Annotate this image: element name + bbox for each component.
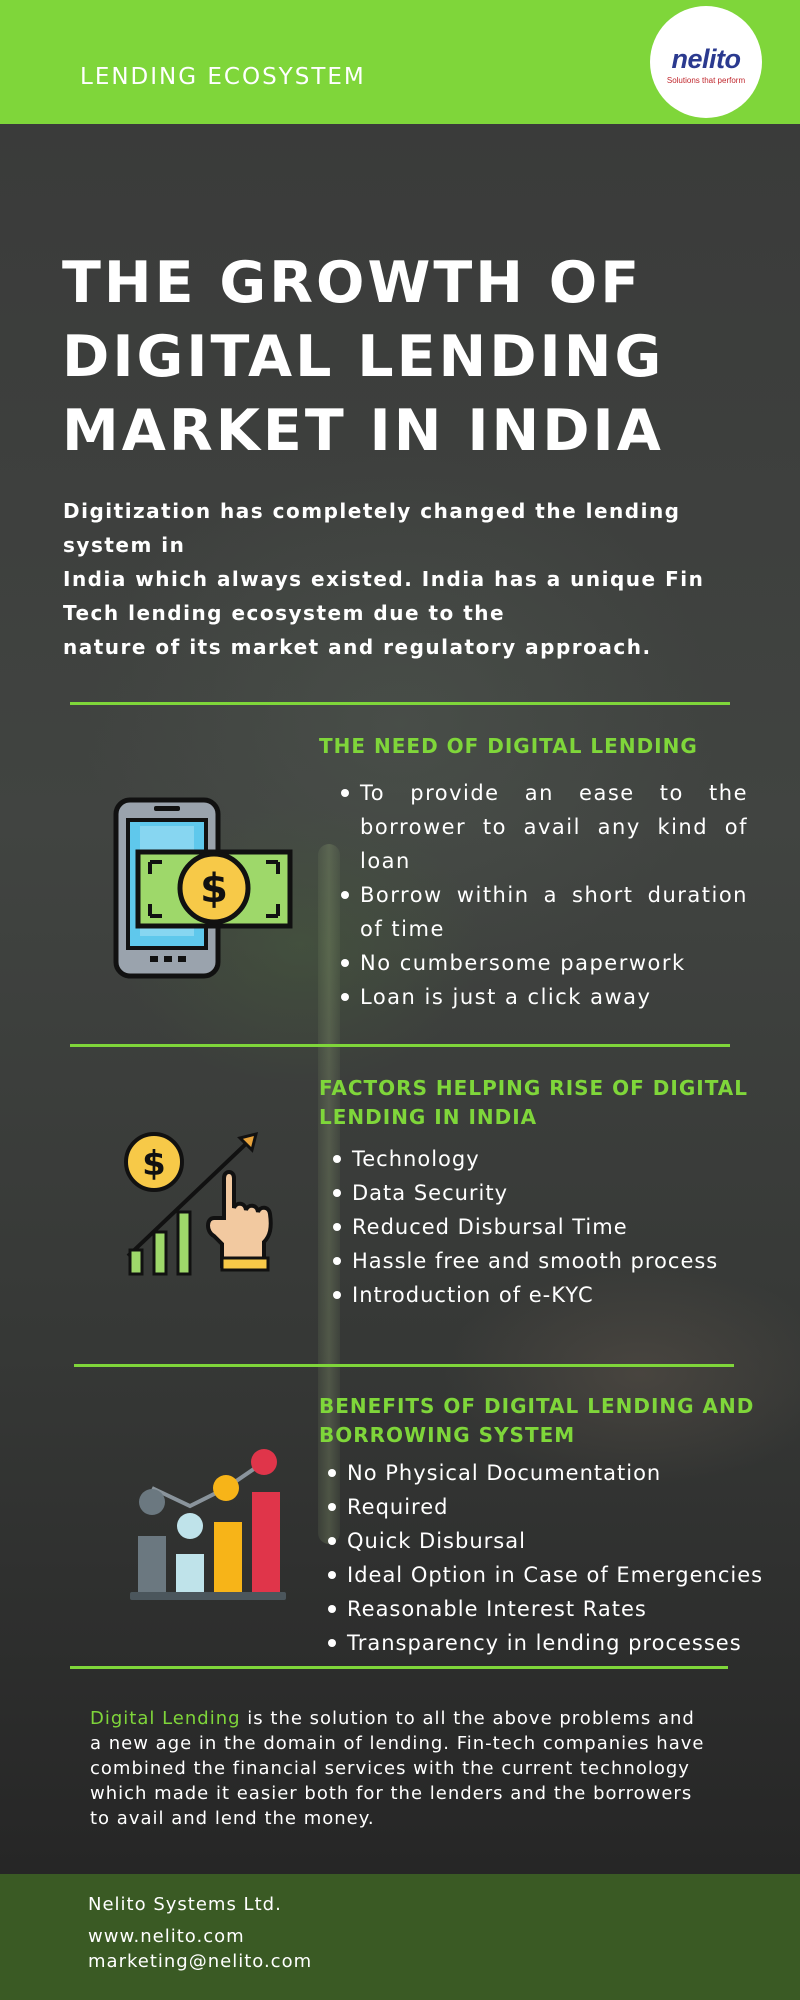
list-item: To provide an ease to the borrower to av… xyxy=(338,776,748,878)
digital-lending-highlight: Digital Lending xyxy=(90,1708,241,1729)
heading-line: BENEFITS OF DIGITAL LENDING AND xyxy=(319,1394,755,1418)
factors-bullet-list: Technology Data Security Reduced Disburs… xyxy=(330,1142,770,1312)
list-item: Required xyxy=(325,1490,775,1524)
section-divider xyxy=(74,1364,734,1367)
intro-line: India which always existed. India has a … xyxy=(63,567,705,591)
list-item: Introduction of e-KYC xyxy=(330,1278,770,1312)
closing-line: combined the financial services with the… xyxy=(90,1758,690,1779)
svg-text:$: $ xyxy=(142,1144,166,1184)
company-name: Nelito Systems Ltd. xyxy=(88,1894,282,1915)
list-item: Loan is just a click away xyxy=(338,980,748,1014)
phone-money-icon: $ xyxy=(113,797,293,979)
logo-wordmark: nelito xyxy=(671,44,742,74)
section-divider xyxy=(70,702,730,705)
closing-text: is the solution to all the above problem… xyxy=(240,1708,695,1729)
list-item: No Physical Documentation xyxy=(325,1456,775,1490)
section-heading-need: THE NEED OF DIGITAL LENDING xyxy=(319,734,698,758)
list-item: Transparency in lending processes xyxy=(325,1626,775,1660)
list-item: Reasonable Interest Rates xyxy=(325,1592,775,1626)
header-bar: LENDING ECOSYSTEM nelito Solutions that … xyxy=(0,0,800,124)
section-divider xyxy=(70,1666,728,1669)
intro-line: Tech lending ecosystem due to the xyxy=(63,601,506,625)
background-photo xyxy=(0,124,800,1874)
header-title: LENDING ECOSYSTEM xyxy=(80,64,366,90)
list-item: Hassle free and smooth process xyxy=(330,1244,770,1278)
website-link[interactable]: www.nelito.com xyxy=(88,1926,245,1947)
benefits-bullet-list: No Physical Documentation Required Quick… xyxy=(325,1456,775,1660)
closing-line: a new age in the domain of lending. Fin-… xyxy=(90,1733,705,1754)
list-item: Borrow within a short duration of time xyxy=(338,878,748,946)
intro-line: system in xyxy=(63,533,186,557)
title-line: DIGITAL LENDING xyxy=(62,324,665,390)
need-bullet-list: To provide an ease to the borrower to av… xyxy=(338,776,748,1014)
closing-paragraph: Digital Lending is the solution to all t… xyxy=(90,1706,730,1831)
section-heading-factors: FACTORS HELPING RISE OF DIGITAL LENDING … xyxy=(319,1074,789,1132)
intro-paragraph: Digitization has completely changed the … xyxy=(63,494,743,664)
bar-chart-icon xyxy=(130,1449,286,1600)
closing-line: which made it easier both for the lender… xyxy=(90,1783,693,1804)
heading-line: BORROWING SYSTEM xyxy=(319,1423,576,1447)
closing-line: Digital Lending is the solution to all t… xyxy=(90,1706,730,1731)
title-line: THE GROWTH OF xyxy=(62,250,643,316)
closing-line: to avail and lend the money. xyxy=(90,1808,375,1829)
list-item: Data Security xyxy=(330,1176,770,1210)
growth-chart-hand-icon: $ xyxy=(124,1131,273,1276)
list-item: Reduced Disbursal Time xyxy=(330,1210,770,1244)
plant-stem xyxy=(318,844,340,1544)
nelito-logo[interactable]: nelito Solutions that perform xyxy=(650,6,762,118)
intro-line: Digitization has completely changed the … xyxy=(63,499,681,523)
intro-line: nature of its market and regulatory appr… xyxy=(63,635,652,659)
heading-line: LENDING IN INDIA xyxy=(319,1105,538,1129)
svg-text:$: $ xyxy=(200,866,228,912)
page-title: THE GROWTH OF DIGITAL LENDING MARKET IN … xyxy=(62,246,762,468)
heading-line: FACTORS HELPING RISE OF DIGITAL xyxy=(319,1076,749,1100)
list-item: Quick Disbursal xyxy=(325,1524,775,1558)
section-divider xyxy=(70,1044,730,1047)
email-link[interactable]: marketing@nelito.com xyxy=(88,1951,313,1972)
footer: Nelito Systems Ltd. www.nelito.com marke… xyxy=(0,1874,800,2000)
list-item: Technology xyxy=(330,1142,770,1176)
section-heading-benefits: BENEFITS OF DIGITAL LENDING AND BORROWIN… xyxy=(319,1392,789,1450)
title-line: MARKET IN INDIA xyxy=(62,398,664,464)
list-item: No cumbersome paperwork xyxy=(338,946,748,980)
list-item: Ideal Option in Case of Emergencies xyxy=(325,1558,775,1592)
logo-tagline: Solutions that perform xyxy=(666,76,746,85)
